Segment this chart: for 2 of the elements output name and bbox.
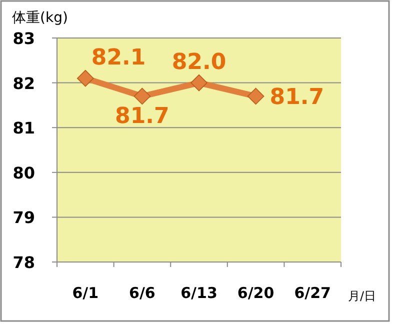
xlabel: 月/日 — [348, 289, 376, 303]
ylabel: 体重(kg) — [12, 10, 68, 26]
